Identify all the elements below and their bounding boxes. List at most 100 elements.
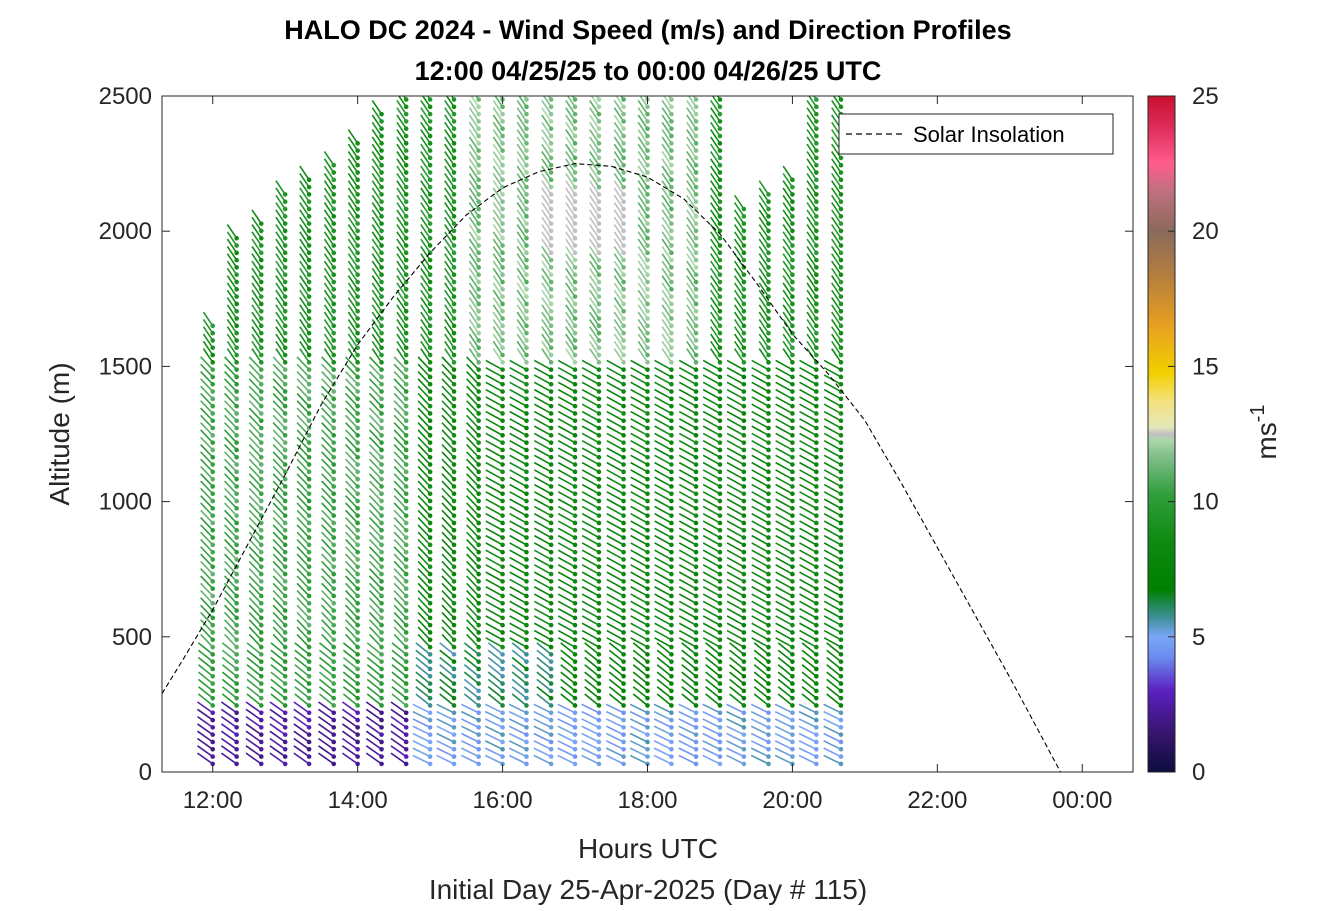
wind-barb	[678, 754, 699, 767]
wind-barb	[368, 436, 384, 453]
wind-barb	[248, 392, 264, 409]
wind-barb	[321, 458, 337, 475]
wind-barb	[581, 586, 602, 599]
wind-barb	[461, 754, 481, 767]
wind-barb	[269, 752, 288, 767]
wind-barb	[581, 483, 602, 497]
wind-barb	[461, 740, 481, 752]
wind-barb	[251, 245, 264, 263]
wind-barb	[269, 701, 288, 716]
wind-barb	[516, 253, 529, 270]
wind-barb	[371, 231, 384, 248]
wind-barb	[775, 527, 795, 540]
wind-barb	[417, 546, 433, 562]
wind-barb	[613, 180, 626, 197]
wind-barb	[466, 371, 481, 387]
wind-barb	[294, 671, 312, 686]
wind-barb	[751, 513, 771, 526]
wind-barb	[417, 487, 433, 504]
wind-barb	[272, 451, 288, 467]
wind-barb	[801, 642, 819, 657]
wind-barb	[200, 524, 216, 540]
wind-barb	[321, 385, 337, 402]
wind-barb	[492, 99, 505, 117]
wind-barb	[347, 289, 360, 307]
wind-barb	[226, 231, 239, 248]
wind-barb	[613, 311, 626, 329]
wind-barb	[516, 143, 529, 161]
wind-barb	[441, 611, 457, 628]
wind-barb	[606, 549, 626, 562]
wind-barb	[393, 444, 409, 460]
wind-barb	[799, 498, 819, 511]
wind-barb	[224, 465, 239, 482]
wind-barb	[654, 586, 674, 599]
wind-barb	[733, 231, 747, 248]
wind-barb	[606, 593, 626, 606]
wind-barb	[806, 136, 819, 153]
wind-barb	[321, 414, 337, 431]
wind-barb	[293, 745, 312, 759]
wind-barb	[710, 304, 723, 321]
wind-barb	[557, 754, 578, 767]
wind-barb	[393, 604, 409, 621]
wind-barb	[606, 534, 626, 548]
wind-barb	[393, 458, 409, 475]
wind-barb	[831, 253, 844, 270]
wind-barb	[511, 656, 529, 672]
wind-barb	[533, 418, 554, 431]
wind-barb	[391, 693, 409, 708]
wind-barb	[557, 513, 578, 526]
wind-barb	[782, 304, 795, 321]
wind-barb	[492, 121, 505, 139]
wind-barb	[492, 238, 505, 256]
wind-barb	[775, 425, 795, 438]
wind-barb	[417, 436, 433, 453]
wind-barb	[420, 333, 433, 351]
wind-barb	[654, 454, 674, 467]
wind-barb	[368, 487, 384, 504]
wind-barb	[485, 542, 505, 555]
wind-barb	[468, 282, 481, 299]
chart-title-line1: HALO DC 2024 - Wind Speed (m/s) and Dire…	[284, 15, 1011, 45]
wind-barb	[347, 282, 360, 299]
wind-barb	[705, 642, 723, 657]
wind-barb	[345, 619, 360, 635]
wind-barb	[417, 495, 433, 511]
wind-barb	[269, 715, 288, 730]
wind-barb	[509, 483, 529, 497]
wind-barb	[393, 619, 409, 635]
wind-barb	[702, 469, 723, 482]
wind-barb	[687, 96, 699, 110]
wind-barb	[272, 575, 288, 591]
wind-barb	[248, 465, 264, 482]
wind-barb	[347, 194, 360, 212]
wind-barb	[323, 326, 337, 343]
wind-barb	[726, 432, 747, 445]
wind-barb	[492, 333, 505, 351]
wind-barb	[751, 578, 771, 591]
wind-barb	[678, 725, 699, 737]
wind-barb	[368, 473, 384, 489]
wind-barb	[445, 96, 457, 110]
wind-barb	[485, 396, 505, 409]
wind-barb	[509, 432, 529, 445]
wind-barb	[823, 520, 844, 533]
wind-barb	[345, 473, 360, 489]
wind-barb	[485, 556, 505, 570]
wind-barb	[560, 649, 578, 664]
wind-barb	[678, 461, 699, 475]
wind-barb	[390, 708, 409, 723]
wind-barb	[557, 469, 578, 482]
wind-barb	[606, 403, 626, 416]
wind-barb	[516, 165, 529, 183]
wind-barb	[751, 564, 771, 577]
wind-barb	[637, 224, 650, 241]
wind-barb	[323, 151, 337, 168]
wind-barb	[681, 649, 699, 664]
wind-barb	[536, 649, 554, 664]
wind-barb	[485, 527, 505, 540]
wind-barb	[509, 381, 529, 394]
wind-barb	[823, 410, 844, 424]
wind-barb	[509, 359, 529, 372]
